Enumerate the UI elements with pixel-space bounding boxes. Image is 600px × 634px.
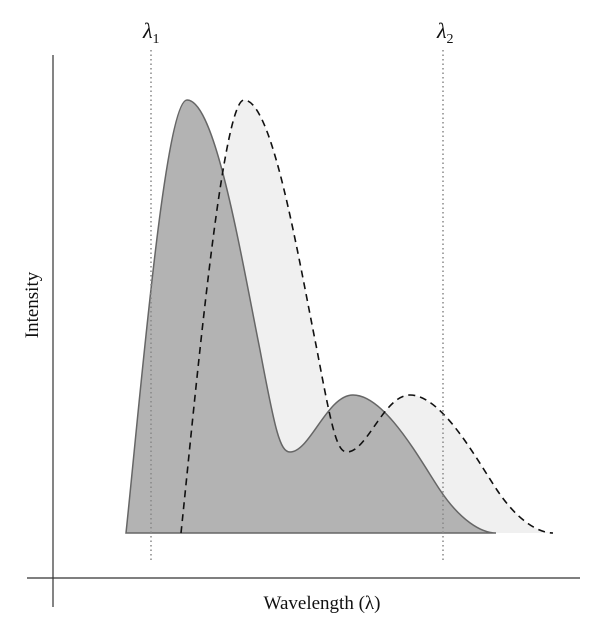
spectrum-fill [125, 99, 497, 534]
marker-symbol: λ [436, 18, 447, 43]
marker-subscript: 2 [447, 32, 454, 47]
x-axis-label: Wavelength (λ) [264, 593, 381, 614]
shifted-spectrum-outline [180, 99, 554, 534]
marker-label: λ2 [436, 18, 454, 47]
y-axis-label: Intensity [22, 271, 43, 338]
marker-subscript: 1 [153, 32, 160, 47]
marker-label: λ1 [142, 18, 160, 47]
marker-symbol: λ [142, 18, 153, 43]
